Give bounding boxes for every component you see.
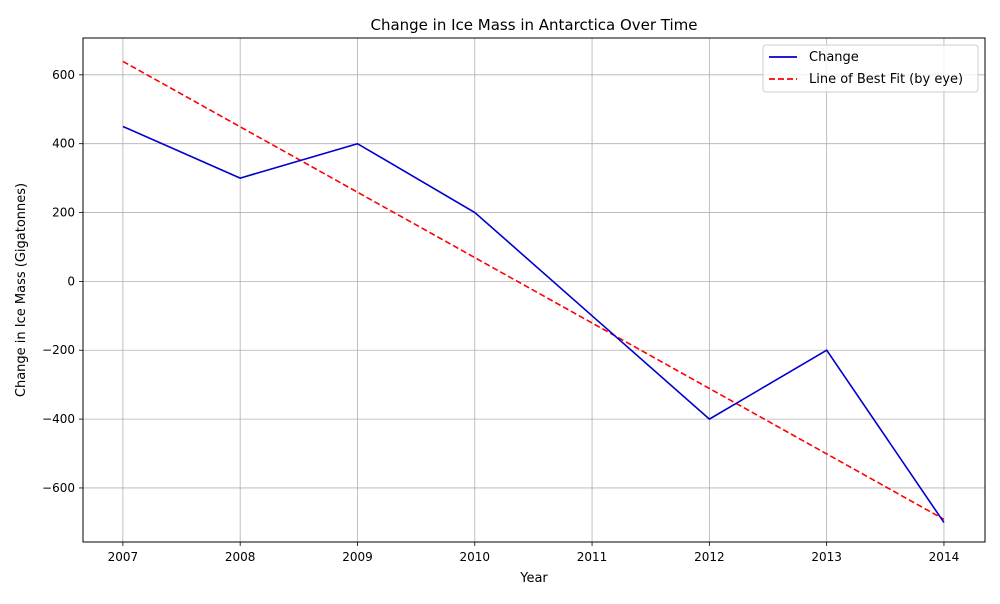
legend-box bbox=[762, 44, 979, 93]
y-axis-label: Change in Ice Mass (Gigatonnes) bbox=[14, 183, 29, 397]
chart-title: Change in Ice Mass in Antarctica Over Ti… bbox=[370, 16, 697, 34]
x-tick-label: 2007 bbox=[108, 550, 139, 564]
series-line-change bbox=[122, 125, 945, 523]
y-tick-label: 600 bbox=[52, 68, 75, 82]
plot-frame bbox=[82, 37, 986, 543]
y-axis-ticks: 600 400 200 0 −200 −400 −600 bbox=[42, 68, 83, 495]
y-tick-label: 400 bbox=[52, 137, 75, 151]
x-tick-label: 2010 bbox=[459, 550, 490, 564]
series-line-best-fit bbox=[122, 60, 945, 520]
legend-label-change: Change bbox=[809, 50, 859, 65]
x-tick-label: 2014 bbox=[929, 550, 960, 564]
grid-lines bbox=[83, 38, 985, 542]
x-tick-label: 2012 bbox=[694, 550, 725, 564]
y-tick-label: −200 bbox=[42, 343, 75, 357]
legend: Change Line of Best Fit (by eye) bbox=[762, 44, 979, 93]
y-tick-label: 0 bbox=[67, 274, 75, 288]
y-tick-label: −400 bbox=[42, 412, 75, 426]
x-axis-label: Year bbox=[519, 571, 548, 586]
x-tick-label: 2008 bbox=[225, 550, 256, 564]
legend-label-best-fit: Line of Best Fit (by eye) bbox=[809, 72, 963, 87]
x-tick-label: 2011 bbox=[577, 550, 608, 564]
x-axis-ticks: 2007 2008 2009 2010 2011 2012 2013 2014 bbox=[108, 542, 960, 564]
series-lines bbox=[122, 60, 945, 523]
y-tick-label: −600 bbox=[42, 481, 75, 495]
y-tick-label: 200 bbox=[52, 206, 75, 220]
x-tick-label: 2009 bbox=[342, 550, 373, 564]
x-tick-label: 2013 bbox=[811, 550, 842, 564]
